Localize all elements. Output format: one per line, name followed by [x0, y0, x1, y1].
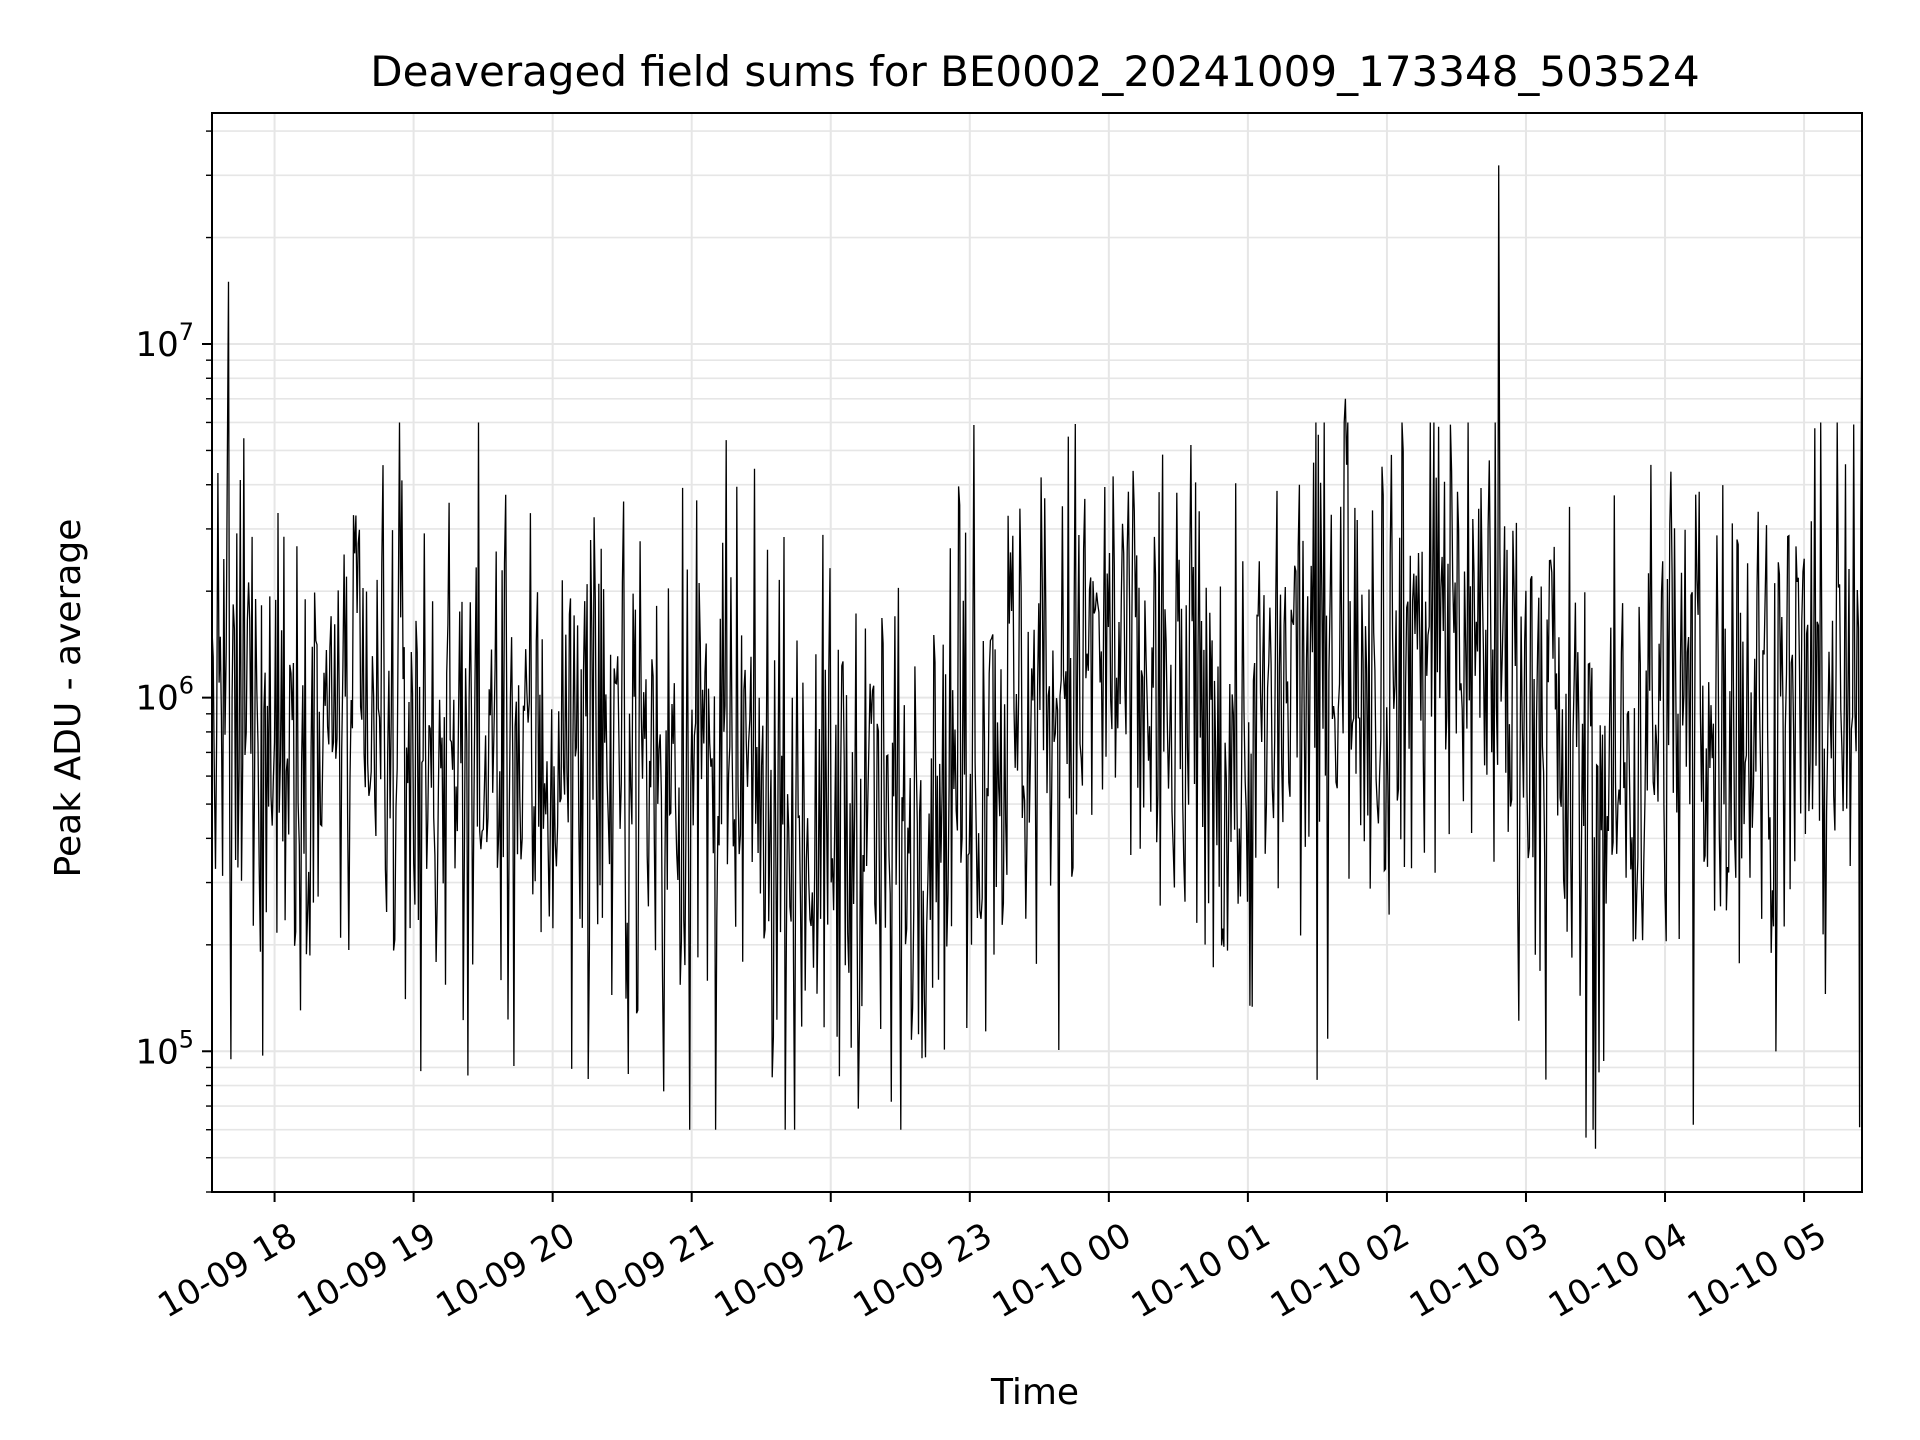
chart-title: Deaveraged field sums for BE0002_2024100…	[370, 47, 1700, 96]
plot-frame	[211, 112, 1863, 1193]
y-axis-label: Peak ADU - average	[48, 519, 89, 878]
y-tick-label: 105	[135, 1025, 194, 1072]
y-tick-label: 106	[135, 672, 194, 719]
plot-area	[211, 165, 1863, 1149]
x-axis-label: Time	[990, 1372, 1079, 1413]
series-line	[211, 165, 1863, 1149]
y-tick-label: 107	[135, 318, 194, 365]
y-axis: 105 106 107	[135, 130, 212, 1193]
